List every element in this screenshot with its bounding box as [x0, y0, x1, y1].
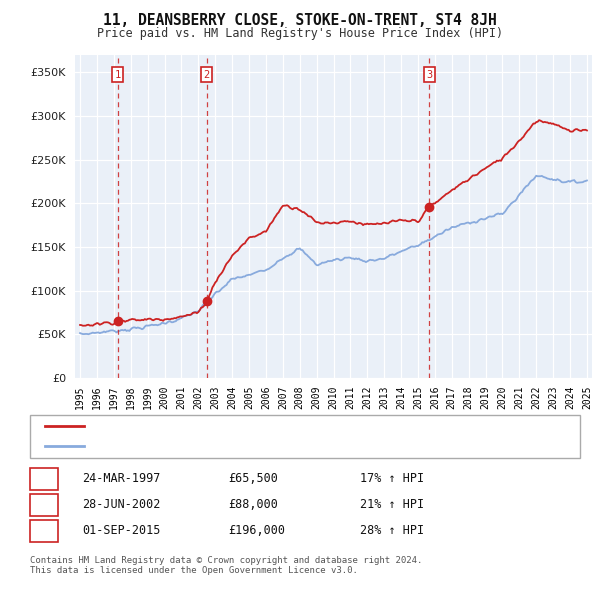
Text: 28-JUN-2002: 28-JUN-2002	[82, 499, 160, 512]
Text: 1: 1	[115, 70, 121, 80]
Text: 17% ↑ HPI: 17% ↑ HPI	[360, 473, 424, 486]
Text: 11, DEANSBERRY CLOSE, STOKE-ON-TRENT, ST4 8JH (detached house): 11, DEANSBERRY CLOSE, STOKE-ON-TRENT, ST…	[91, 421, 494, 431]
Text: 2: 2	[40, 499, 47, 512]
Text: 3: 3	[40, 525, 47, 537]
Text: 01-SEP-2015: 01-SEP-2015	[82, 525, 160, 537]
Text: 11, DEANSBERRY CLOSE, STOKE-ON-TRENT, ST4 8JH: 11, DEANSBERRY CLOSE, STOKE-ON-TRENT, ST…	[103, 13, 497, 28]
Text: Price paid vs. HM Land Registry's House Price Index (HPI): Price paid vs. HM Land Registry's House …	[97, 27, 503, 40]
Text: 28% ↑ HPI: 28% ↑ HPI	[360, 525, 424, 537]
Text: 3: 3	[426, 70, 433, 80]
Text: HPI: Average price, detached house, Stoke-on-Trent: HPI: Average price, detached house, Stok…	[91, 441, 416, 451]
Text: 2: 2	[203, 70, 210, 80]
Text: £88,000: £88,000	[228, 499, 278, 512]
Text: £196,000: £196,000	[228, 525, 285, 537]
Text: Contains HM Land Registry data © Crown copyright and database right 2024.
This d: Contains HM Land Registry data © Crown c…	[30, 556, 422, 575]
Text: 24-MAR-1997: 24-MAR-1997	[82, 473, 160, 486]
Text: 1: 1	[40, 473, 47, 486]
Text: 21% ↑ HPI: 21% ↑ HPI	[360, 499, 424, 512]
Text: £65,500: £65,500	[228, 473, 278, 486]
